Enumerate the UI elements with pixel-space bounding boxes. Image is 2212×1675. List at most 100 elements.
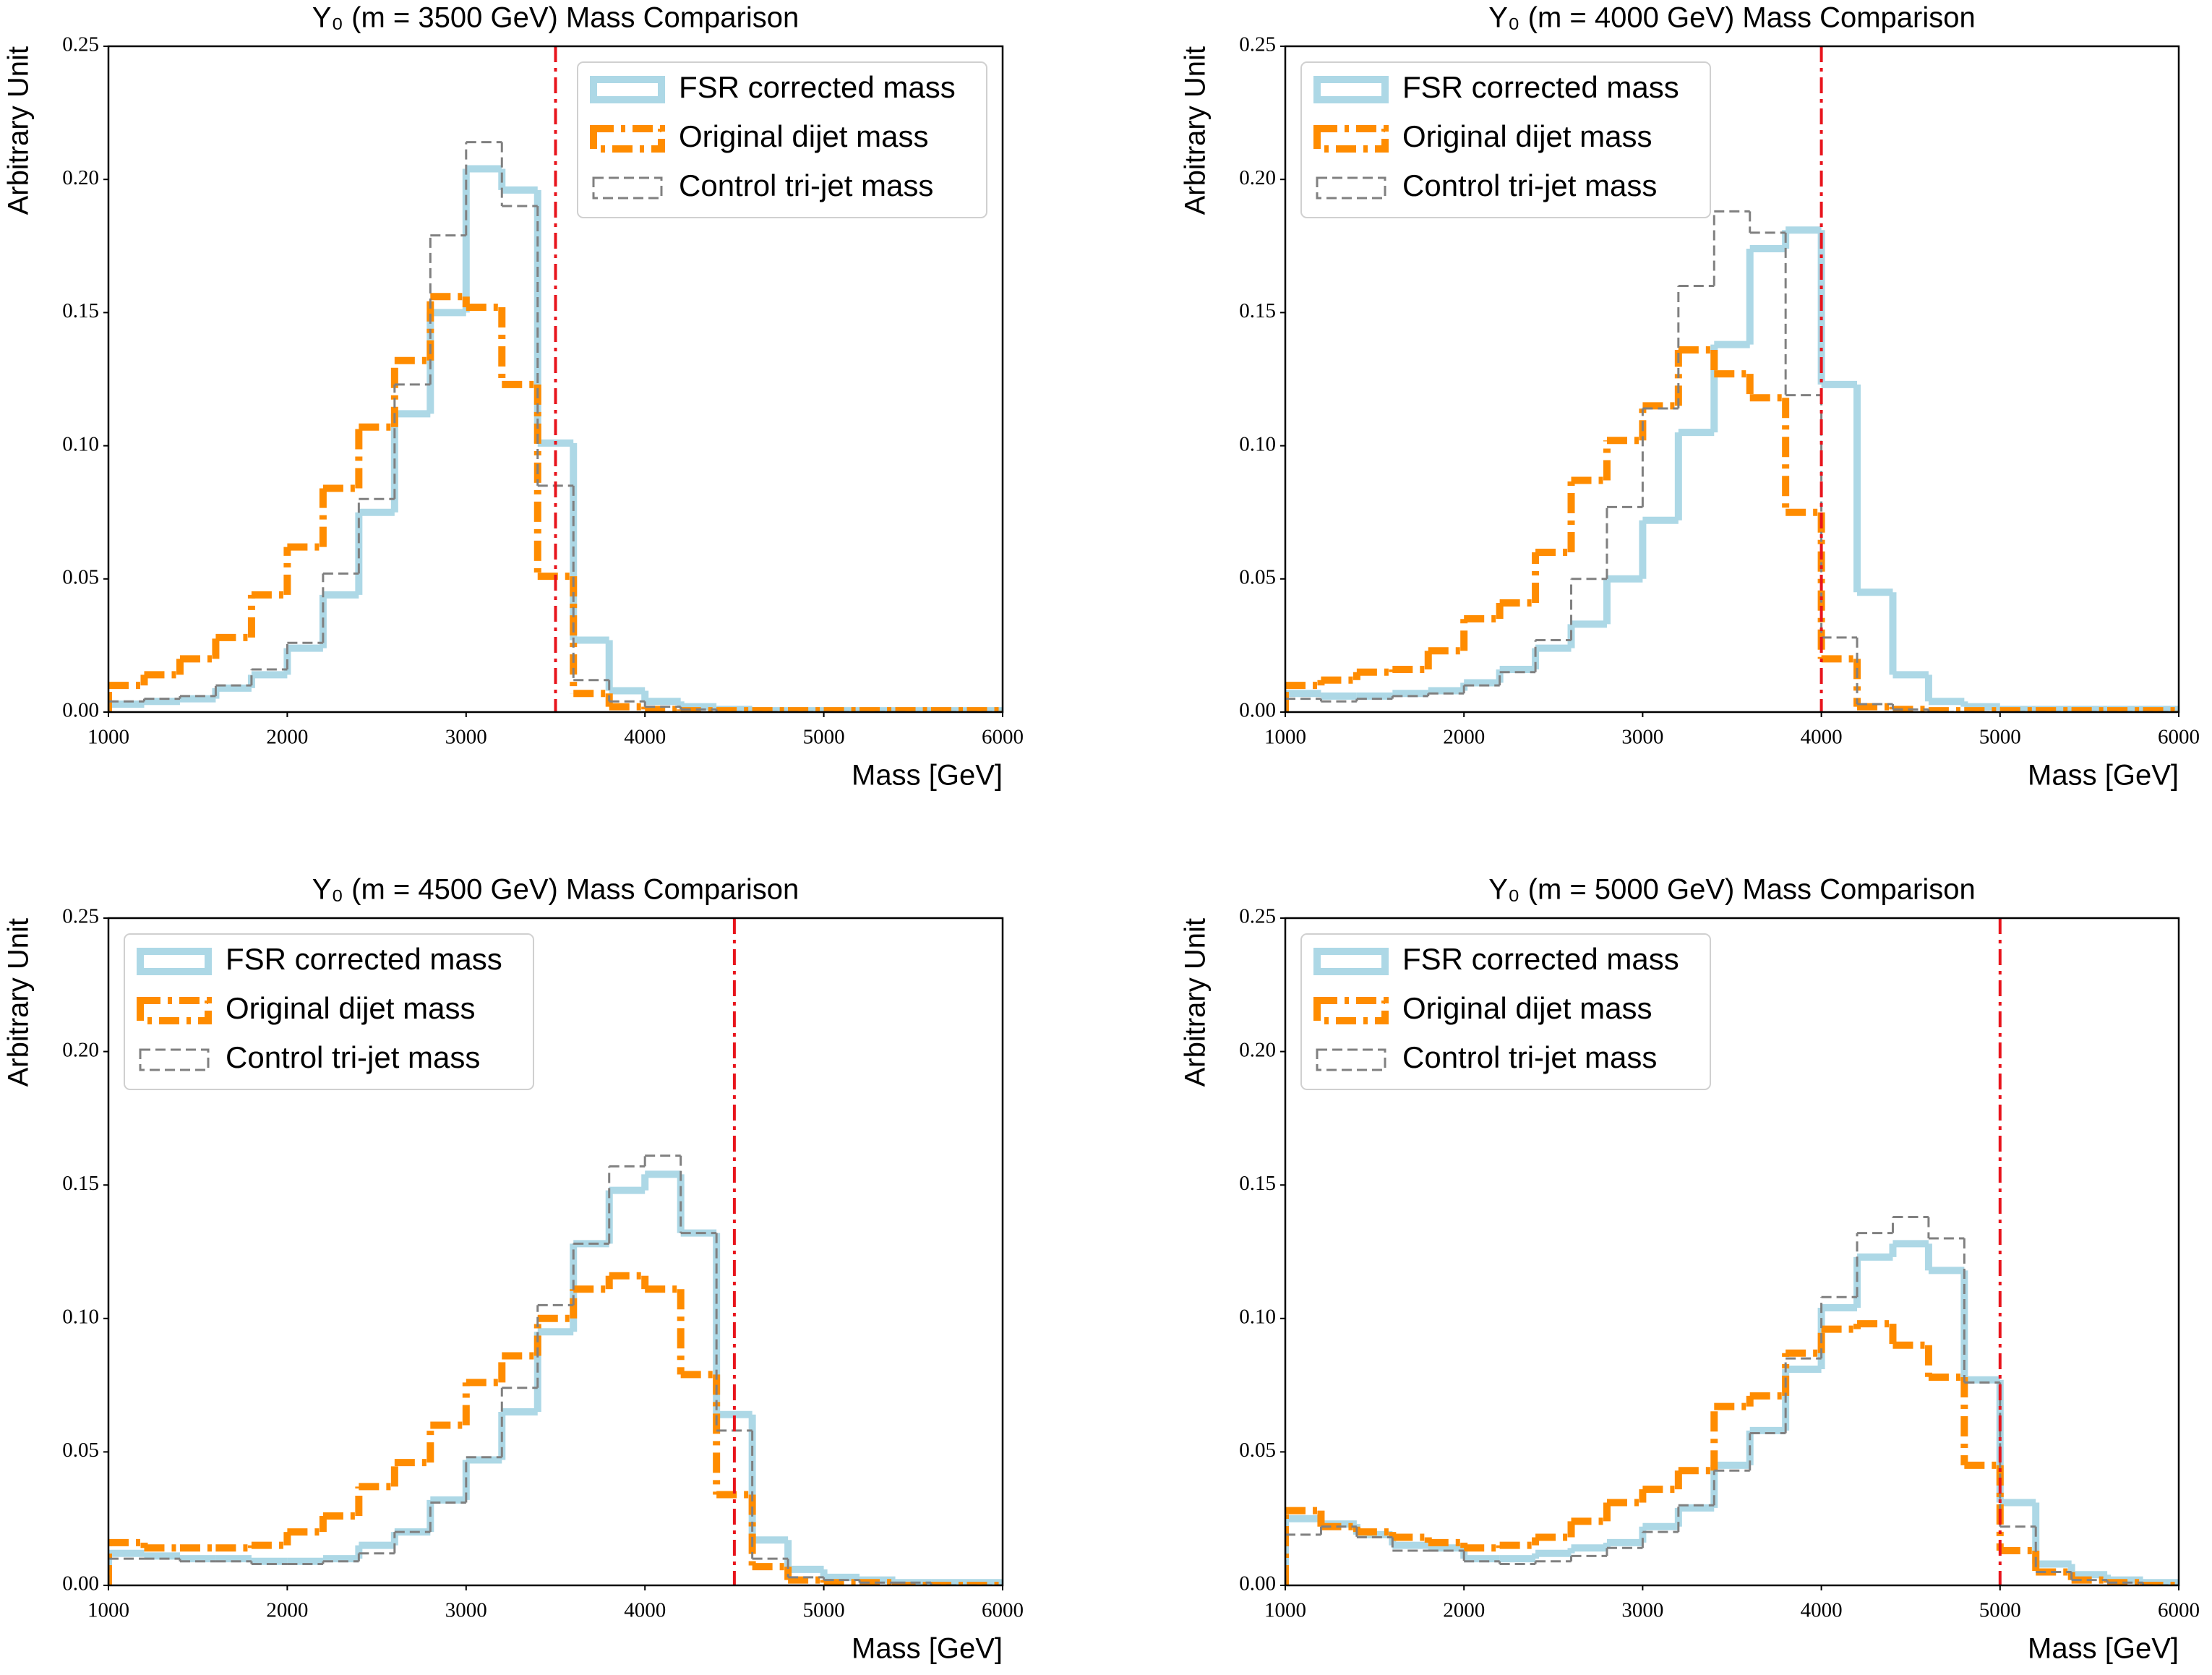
legend-swatch bbox=[137, 997, 212, 1024]
legend-swatch bbox=[1316, 1048, 1386, 1071]
x-tick-label: 6000 bbox=[2158, 1599, 2200, 1622]
chart-title: Y₀ (m = 4500 GeV) Mass Comparison bbox=[312, 874, 800, 906]
legend-swatch bbox=[592, 176, 663, 200]
y-tick-label: 0.10 bbox=[62, 1305, 99, 1328]
x-tick-label: 1000 bbox=[1264, 1599, 1306, 1622]
x-tick-label: 6000 bbox=[2158, 726, 2200, 749]
x-tick-label: 2000 bbox=[1443, 1599, 1485, 1622]
legend: FSR corrected mass Original dijet mass Con… bbox=[124, 933, 534, 1090]
y-tick-label: 0.15 bbox=[62, 1172, 99, 1195]
y-tick-label: 0.05 bbox=[1239, 1439, 1276, 1462]
y-tick-label: 0.25 bbox=[62, 33, 99, 56]
y-tick-label: 0.05 bbox=[62, 1439, 99, 1462]
legend-box bbox=[124, 933, 534, 1090]
legend-swatch bbox=[1313, 125, 1389, 153]
legend-label: Original dijet mass bbox=[226, 991, 475, 1025]
plot-area bbox=[1285, 918, 2179, 1585]
legend-swatch bbox=[1313, 76, 1389, 103]
x-tick-label: 4000 bbox=[624, 726, 666, 749]
x-tick-label: 4000 bbox=[624, 1599, 666, 1622]
legend: FSR corrected mass Original dijet mass Con… bbox=[577, 61, 987, 218]
legend-label: Control tri-jet mass bbox=[679, 168, 933, 202]
x-tick-label: 3000 bbox=[1621, 1599, 1663, 1622]
legend: FSR corrected mass Original dijet mass Con… bbox=[1300, 933, 1711, 1090]
y-tick-label: 0.25 bbox=[1239, 33, 1276, 56]
x-tick-label: 1000 bbox=[87, 726, 129, 749]
x-axis-label: Mass [GeV] bbox=[852, 1633, 1003, 1665]
plot-area bbox=[108, 918, 1003, 1585]
x-tick-label: 5000 bbox=[1979, 1599, 2021, 1622]
legend-label: Original dijet mass bbox=[679, 119, 928, 153]
y-axis-label: Arbitrary Unit bbox=[3, 918, 35, 1087]
y-tick-label: 0.05 bbox=[62, 565, 99, 588]
x-tick-label: 2000 bbox=[1443, 726, 1485, 749]
axes-frame bbox=[1284, 917, 2180, 1587]
legend-swatch bbox=[590, 125, 665, 153]
x-tick-label: 6000 bbox=[982, 726, 1024, 749]
y-axis-label: Arbitrary Unit bbox=[1180, 46, 1212, 215]
y-tick-label: 0.00 bbox=[1239, 699, 1276, 722]
x-tick-label: 2000 bbox=[266, 1599, 308, 1622]
legend-swatch bbox=[137, 948, 212, 975]
x-tick-label: 5000 bbox=[1979, 726, 2021, 749]
legend-label: FSR corrected mass bbox=[226, 942, 502, 976]
y-tick-label: 0.20 bbox=[62, 166, 99, 189]
x-tick-label: 3000 bbox=[445, 1599, 487, 1622]
subplot: 1000 2000 3000 4000 5000 6000 0.00 0.05 0.10 0.15… bbox=[1180, 874, 2200, 1665]
x-tick-label: 3000 bbox=[445, 726, 487, 749]
plot-area bbox=[108, 46, 1003, 712]
legend-label: FSR corrected mass bbox=[679, 70, 956, 104]
x-tick-label: 2000 bbox=[266, 726, 308, 749]
x-tick-label: 1000 bbox=[1264, 726, 1306, 749]
y-tick-label: 0.20 bbox=[1239, 166, 1276, 189]
y-tick-label: 0.00 bbox=[62, 699, 99, 722]
legend-label: Original dijet mass bbox=[1402, 991, 1652, 1025]
x-axis-label: Mass [GeV] bbox=[852, 760, 1003, 792]
chart-title: Y₀ (m = 4000 GeV) Mass Comparison bbox=[1488, 2, 1976, 34]
x-tick-label: 5000 bbox=[803, 726, 845, 749]
axes-frame bbox=[107, 917, 1004, 1587]
legend: FSR corrected mass Original dijet mass Con… bbox=[1300, 61, 1711, 218]
axes-frame bbox=[107, 45, 1004, 714]
legend-label: Control tri-jet mass bbox=[1402, 168, 1657, 202]
subplot: 1000 2000 3000 4000 5000 6000 0.00 0.05 0.10 0.15… bbox=[3, 874, 1024, 1665]
legend-label: FSR corrected mass bbox=[1402, 942, 1679, 976]
legend-swatch bbox=[590, 76, 665, 103]
subplot: 1000 2000 3000 4000 5000 6000 0.00 0.05 0.10 0.15… bbox=[3, 2, 1024, 792]
y-tick-label: 0.15 bbox=[1239, 299, 1276, 322]
plot-area bbox=[1285, 46, 2179, 712]
legend-label: FSR corrected mass bbox=[1402, 70, 1679, 104]
y-tick-label: 0.10 bbox=[62, 432, 99, 455]
legend-box bbox=[1300, 61, 1711, 218]
legend-swatch bbox=[1313, 948, 1389, 975]
legend-swatch bbox=[139, 1048, 210, 1071]
y-tick-label: 0.25 bbox=[1239, 905, 1276, 928]
y-tick-label: 0.10 bbox=[1239, 432, 1276, 455]
y-axis-label: Arbitrary Unit bbox=[1180, 918, 1212, 1087]
y-tick-label: 0.00 bbox=[62, 1572, 99, 1595]
x-tick-label: 4000 bbox=[1801, 726, 1843, 749]
x-tick-label: 1000 bbox=[87, 1599, 129, 1622]
legend-swatch bbox=[1316, 176, 1386, 200]
chart-title: Y₀ (m = 5000 GeV) Mass Comparison bbox=[1488, 874, 1976, 906]
legend-box bbox=[577, 61, 987, 218]
legend-label: Control tri-jet mass bbox=[1402, 1040, 1657, 1074]
y-tick-label: 0.15 bbox=[62, 299, 99, 322]
y-tick-label: 0.15 bbox=[1239, 1172, 1276, 1195]
x-axis-label: Mass [GeV] bbox=[2028, 1633, 2179, 1665]
y-tick-label: 0.00 bbox=[1239, 1572, 1276, 1595]
x-tick-label: 4000 bbox=[1801, 1599, 1843, 1622]
legend-label: Original dijet mass bbox=[1402, 119, 1652, 153]
chart-title: Y₀ (m = 3500 GeV) Mass Comparison bbox=[312, 2, 800, 34]
y-tick-label: 0.20 bbox=[62, 1038, 99, 1061]
x-tick-label: 6000 bbox=[982, 1599, 1024, 1622]
y-tick-label: 0.25 bbox=[62, 905, 99, 928]
axes-frame bbox=[1284, 45, 2180, 714]
subplot: 1000 2000 3000 4000 5000 6000 0.00 0.05 0.10 0.15… bbox=[1180, 2, 2200, 792]
y-tick-label: 0.10 bbox=[1239, 1305, 1276, 1328]
y-tick-label: 0.20 bbox=[1239, 1038, 1276, 1061]
x-tick-label: 3000 bbox=[1621, 726, 1663, 749]
y-tick-label: 0.05 bbox=[1239, 565, 1276, 588]
y-axis-label: Arbitrary Unit bbox=[3, 46, 35, 215]
